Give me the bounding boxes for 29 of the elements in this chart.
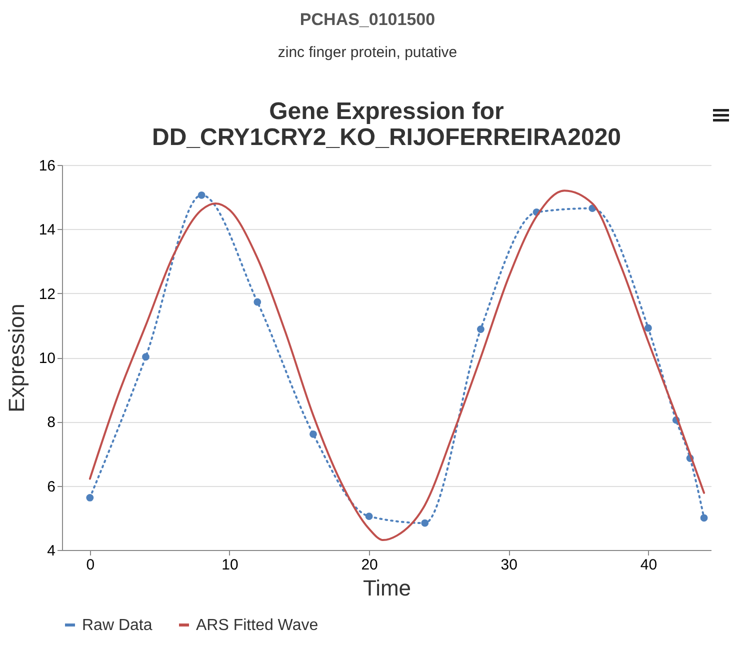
x-axis-title: Time (362, 576, 412, 600)
y-tick-label: 14 (38, 222, 56, 239)
y-tick-label: 6 (47, 478, 56, 496)
chart-title: Gene Expression for DD_CRY1CRY2_KO_RIJOFERREIRA2020 (152, 98, 622, 151)
point (477, 326, 484, 333)
x-tick-label: 20 (361, 556, 378, 574)
x-tick-label: 40 (640, 556, 658, 574)
point (86, 494, 94, 502)
text: zinc finger protein, putative (276, 44, 458, 61)
point (365, 512, 373, 520)
text: PCHAS_0101500 (298, 9, 436, 30)
x-tick-label: 30 (500, 556, 518, 574)
legend-label: Raw Data (82, 617, 152, 634)
point (644, 324, 652, 332)
point (142, 353, 150, 361)
x-tick-label: 0 (86, 556, 95, 574)
point (700, 514, 708, 522)
y-tick-label: 10 (38, 350, 56, 367)
x-tick-label: 10 (222, 556, 238, 574)
point (310, 430, 317, 438)
point (254, 298, 262, 306)
y-tick-label: 8 (47, 414, 56, 432)
point (198, 191, 206, 199)
y-tick-label: 16 (38, 158, 56, 174)
y-tick-label: 4 (47, 542, 56, 560)
y-axis-title: Expression (4, 304, 29, 412)
point (421, 519, 429, 527)
y-tick-label: 12 (38, 286, 56, 303)
legend-label: ARS Fitted Wave (196, 617, 318, 634)
